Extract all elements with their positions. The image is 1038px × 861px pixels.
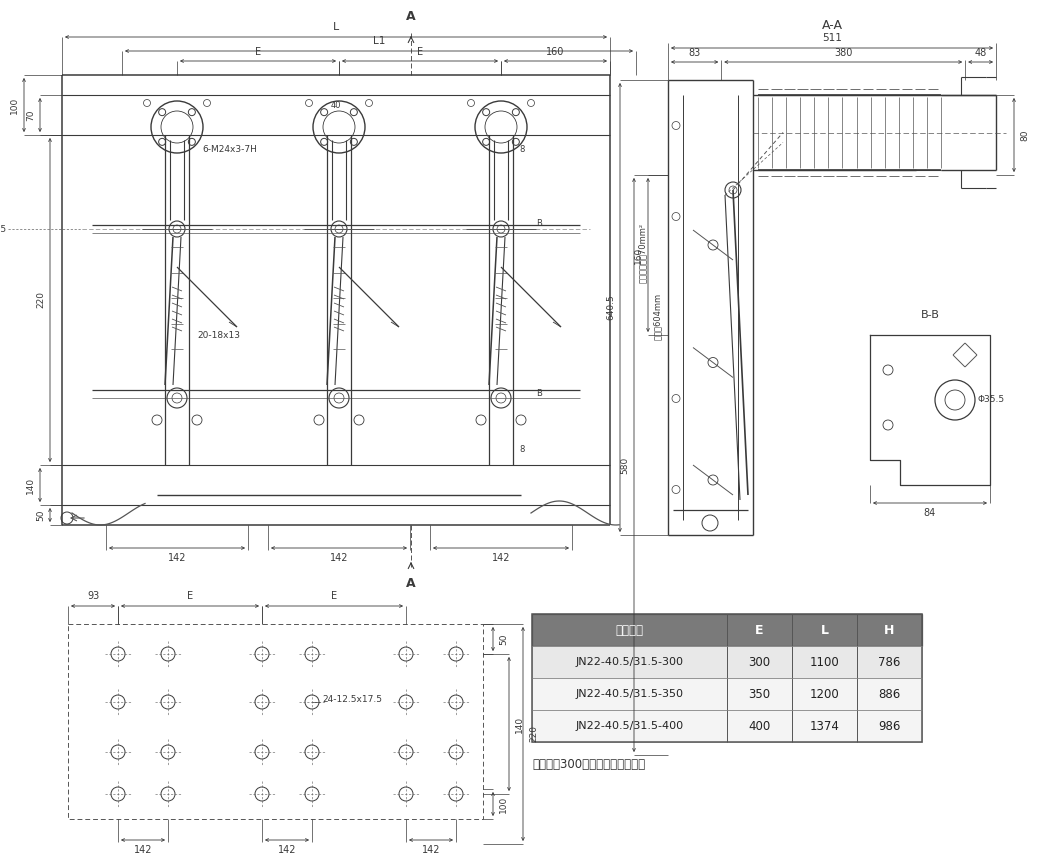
Text: 93: 93 [87,591,99,601]
Bar [532,678,922,710]
Text: JN22-40.5/31.5-400: JN22-40.5/31.5-400 [575,721,684,731]
Text: 786: 786 [878,655,901,668]
Bar [532,710,922,742]
Text: 400: 400 [748,720,770,733]
Text: 511: 511 [822,33,842,43]
Text: A: A [406,10,416,23]
Text: B-B: B-B [921,310,939,320]
Text: Φ35.5: Φ35.5 [978,395,1005,405]
Text: 380: 380 [835,48,852,58]
Bar [532,614,922,646]
Text: 1200: 1200 [810,687,840,701]
Text: L1: L1 [373,36,385,46]
Text: 两孔距604mm: 两孔距604mm [653,293,661,340]
Text: 142: 142 [278,845,296,855]
Text: 产品型号: 产品型号 [616,623,644,636]
Text: 1100: 1100 [810,655,840,668]
Text: 8: 8 [519,146,524,154]
Text: 注：相距300时，相间加绝缘隔板: 注：相距300时，相间加绝缘隔板 [532,758,646,771]
Text: 160: 160 [634,246,643,263]
Text: E: E [187,591,193,601]
Text: H: H [884,623,895,636]
Text: 142: 142 [134,845,153,855]
Text: 886: 886 [878,687,901,701]
Text: 84: 84 [924,508,936,518]
Text: 50: 50 [499,633,508,645]
Text: 142: 142 [168,553,186,563]
Text: A-A: A-A [821,19,843,32]
Text: 48: 48 [975,48,987,58]
Text: JN22-40.5/31.5-300: JN22-40.5/31.5-300 [575,657,683,667]
Text: 350: 350 [748,687,770,701]
Text: 220: 220 [529,726,538,742]
Text: 300: 300 [748,655,770,668]
Text: 83: 83 [688,48,701,58]
Text: Φ35.5: Φ35.5 [0,225,7,233]
Bar [532,646,922,678]
Text: L: L [333,22,339,32]
Text: 6-M24x3-7H: 6-M24x3-7H [202,146,256,154]
Text: 50: 50 [36,509,45,521]
Text: 24-12.5x17.5: 24-12.5x17.5 [322,695,382,703]
Text: JN22-40.5/31.5-350: JN22-40.5/31.5-350 [575,689,683,699]
Text: 142: 142 [492,553,511,563]
Text: E: E [756,623,764,636]
Text: 140: 140 [26,476,35,493]
Text: 640.5: 640.5 [606,294,614,320]
Text: B: B [536,389,542,399]
Text: 140: 140 [515,715,524,733]
Text: L: L [820,623,828,636]
Text: E: E [417,47,424,57]
Text: 1374: 1374 [810,720,840,733]
Text: E: E [255,47,262,57]
Text: 142: 142 [421,845,440,855]
Text: 80: 80 [1020,129,1029,140]
Text: 40: 40 [331,101,342,109]
Text: 220: 220 [36,292,45,308]
Text: E: E [331,591,337,601]
Text: 8: 8 [519,445,524,455]
Text: 160: 160 [546,47,565,57]
Text: 100: 100 [499,796,508,813]
Text: 986: 986 [878,720,901,733]
Bar [532,614,922,742]
Text: 软连接截面积70mm²: 软连接截面积70mm² [637,223,647,283]
Text: 580: 580 [620,456,629,474]
Text: A: A [406,577,416,590]
Text: 20-18x13: 20-18x13 [197,331,240,339]
Text: B: B [536,219,542,227]
Text: 70: 70 [26,109,35,121]
Text: 142: 142 [330,553,349,563]
Text: 100: 100 [10,96,19,114]
Bar [69,624,483,819]
